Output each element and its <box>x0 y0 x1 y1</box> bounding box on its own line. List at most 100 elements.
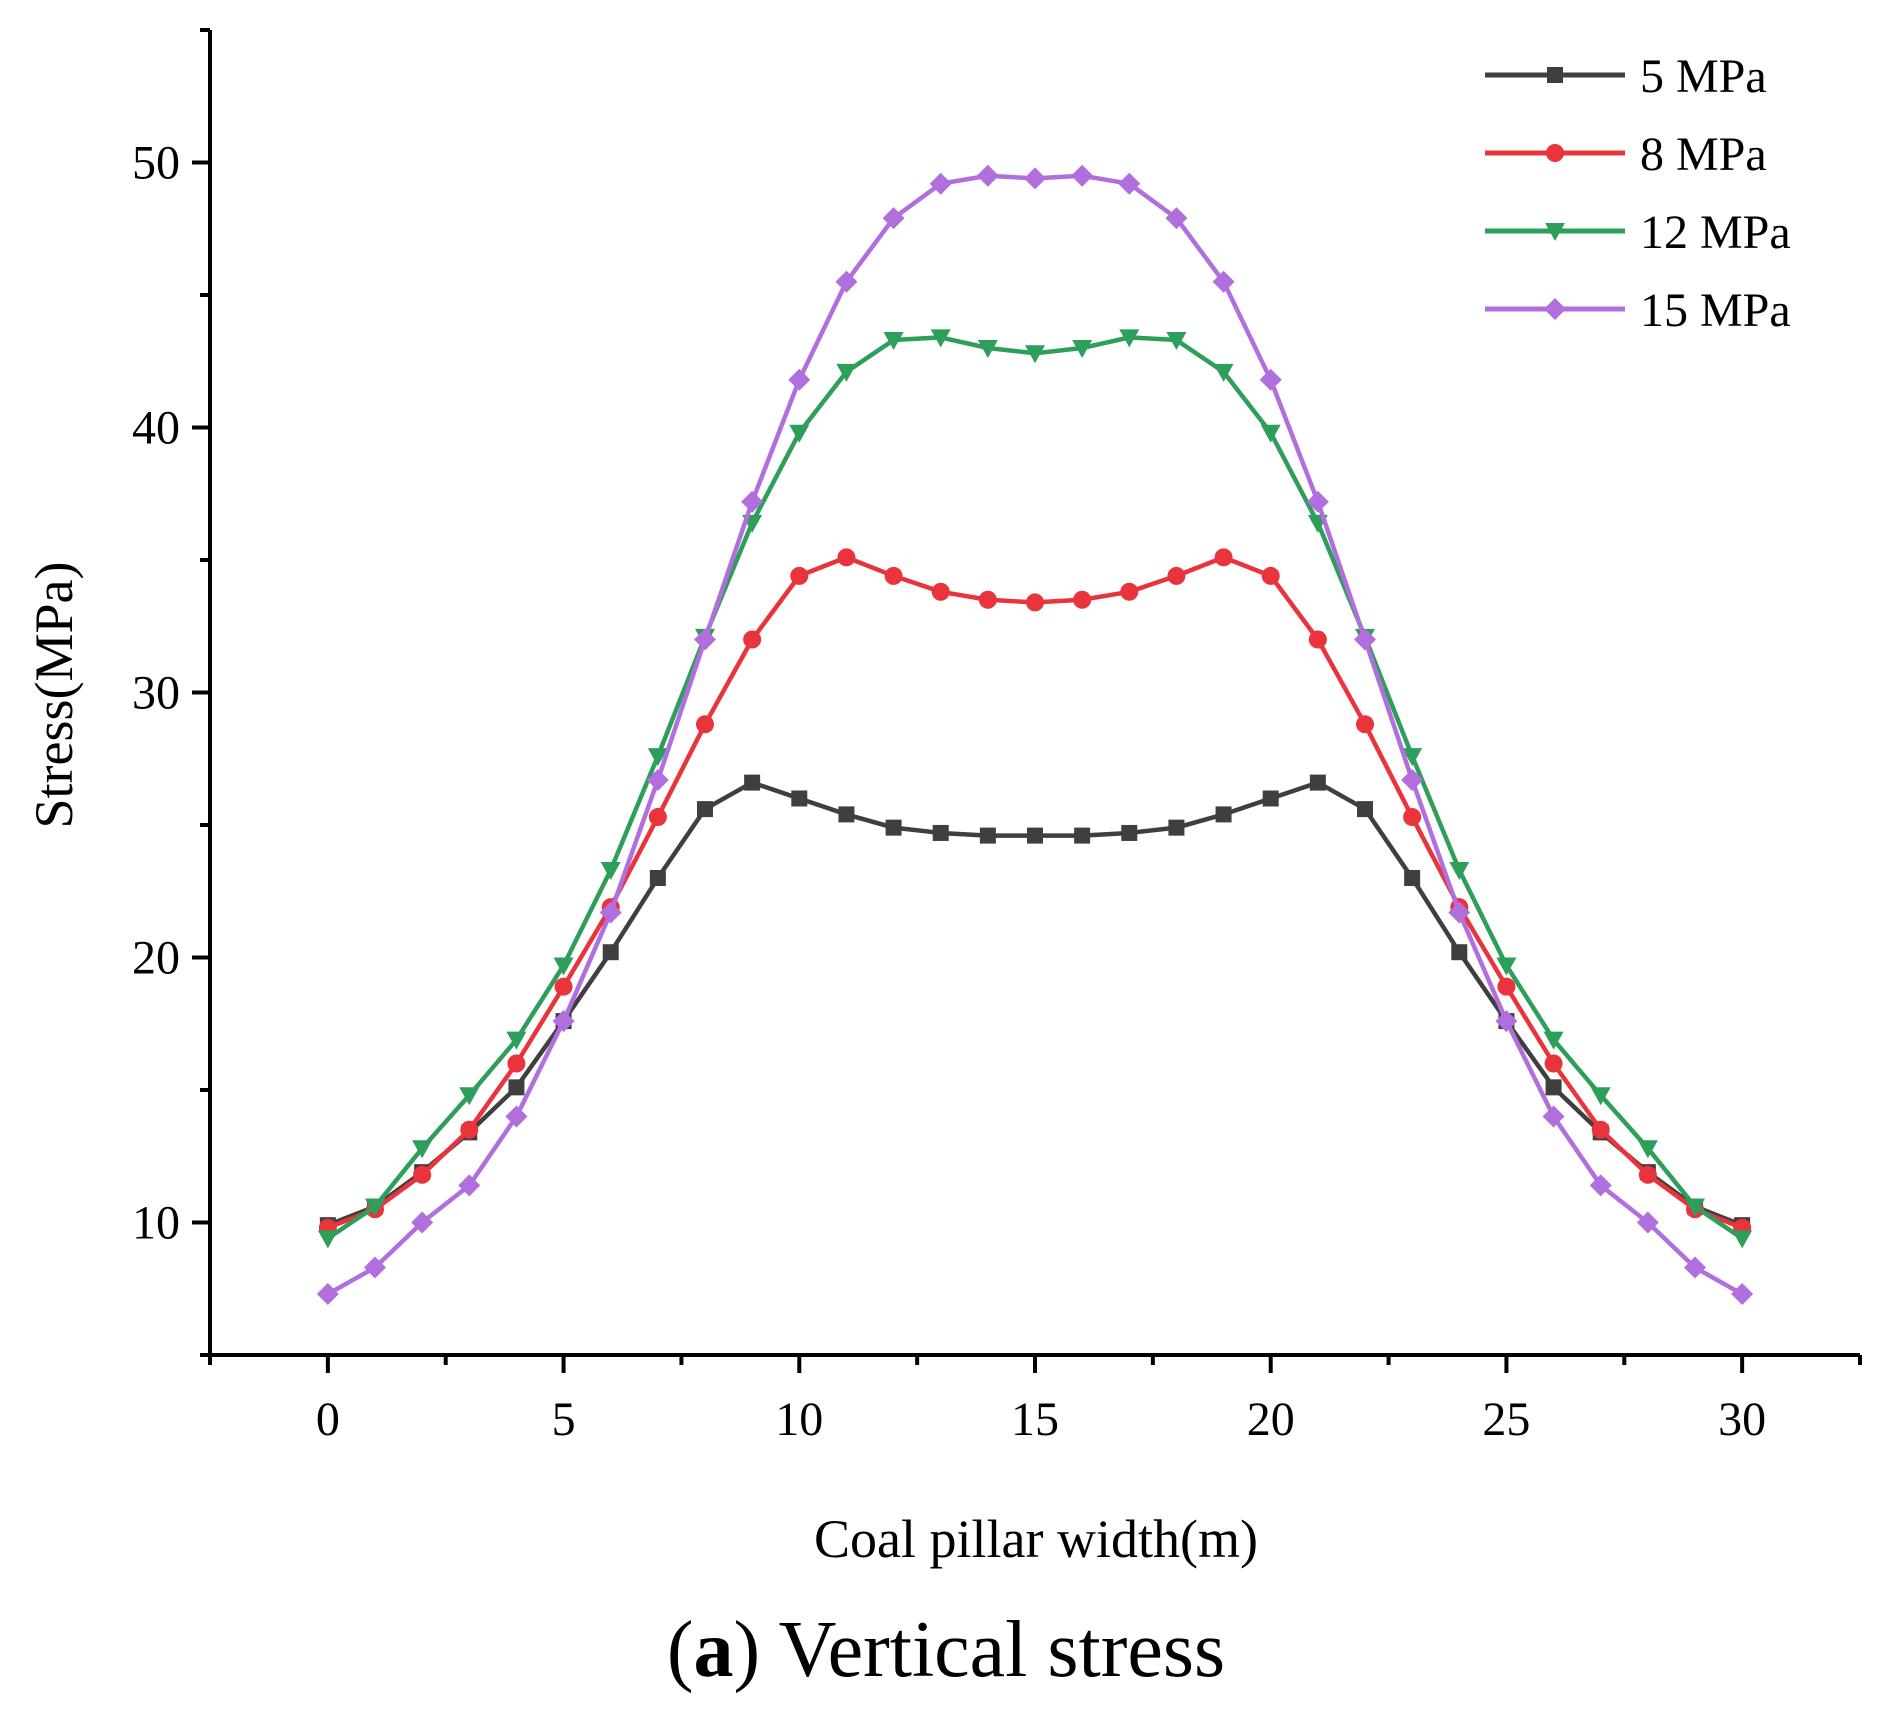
legend-label: 15 MPa <box>1640 284 1791 337</box>
legend-item: 12 MPa <box>1485 206 1791 259</box>
data-point <box>413 1165 432 1184</box>
data-point <box>1024 167 1046 190</box>
data-point <box>1309 774 1326 791</box>
data-point <box>1026 593 1044 612</box>
data-point <box>507 1054 526 1073</box>
data-point <box>1168 819 1185 836</box>
data-point <box>882 207 905 230</box>
data-point <box>1215 806 1232 823</box>
data-point <box>646 768 669 791</box>
data-point <box>505 1105 528 1128</box>
x-tick-label: 10 <box>775 1393 823 1446</box>
data-point <box>1451 944 1468 961</box>
x-axis-title: Coal pillar width(m) <box>814 1509 1258 1569</box>
x-tick-label: 30 <box>1718 1393 1766 1446</box>
axes: 10 20 30 40 50 0 5 10 15 20 25 30 <box>132 28 1862 1446</box>
data-point <box>1071 164 1094 187</box>
data-point <box>599 901 622 924</box>
data-point <box>837 548 856 567</box>
data-point <box>836 363 857 382</box>
legend-label: 12 MPa <box>1640 206 1791 259</box>
data-point <box>1260 424 1281 443</box>
data-point <box>1589 1174 1612 1197</box>
data-point <box>1073 590 1092 609</box>
figure-caption: (a) Vertical stress <box>667 1606 1225 1694</box>
data-point <box>976 164 999 187</box>
data-point <box>1636 1211 1659 1234</box>
data-point <box>1306 490 1329 513</box>
data-point <box>1120 582 1139 601</box>
data-point <box>552 1010 575 1033</box>
data-point <box>1685 1198 1705 1217</box>
data-point <box>885 819 902 836</box>
x-tick-label: 0 <box>316 1393 340 1446</box>
caption-text: Vertical stress <box>779 1606 1226 1694</box>
data-point <box>789 424 810 443</box>
data-point <box>1591 1120 1610 1139</box>
series-5-mpa <box>319 774 1751 1234</box>
legend-item: 8 MPa <box>1485 128 1767 181</box>
y-tick-label: 10 <box>132 1197 180 1250</box>
series-12-mpa <box>317 329 1753 1249</box>
series-8-mpa <box>318 548 1752 1237</box>
data-point <box>316 1283 339 1306</box>
data-point <box>412 1140 433 1159</box>
data-point <box>1072 340 1093 358</box>
data-point <box>1544 1054 1563 1073</box>
data-point <box>1118 172 1141 195</box>
legend-item: 15 MPa <box>1485 284 1791 337</box>
y-tick-label: 50 <box>132 137 180 190</box>
y-tick-label: 40 <box>132 402 180 455</box>
data-point <box>506 1031 527 1050</box>
data-point <box>1590 1087 1611 1106</box>
data-point <box>411 1211 434 1234</box>
data-point <box>931 582 950 601</box>
data-point <box>317 1230 338 1249</box>
data-point <box>1497 977 1516 996</box>
data-point <box>1448 901 1471 924</box>
data-point <box>835 270 858 293</box>
data-point <box>696 715 714 734</box>
data-point <box>1404 870 1421 886</box>
data-point <box>600 862 621 881</box>
data-point <box>554 977 573 996</box>
data-point <box>1308 630 1327 649</box>
data-point <box>743 630 762 649</box>
data-point <box>838 806 855 823</box>
data-point <box>884 566 903 585</box>
data-point <box>1356 715 1374 734</box>
data-point <box>1074 827 1091 844</box>
data-point <box>929 172 952 195</box>
series-line <box>327 555 1743 1230</box>
y-tick-label: 20 <box>132 932 180 985</box>
x-tick-label: 25 <box>1482 1393 1530 1446</box>
data-point <box>1212 270 1235 293</box>
legend-marker <box>1545 223 1565 241</box>
data-point <box>1357 801 1373 818</box>
data-point <box>1165 207 1188 230</box>
data-point <box>508 1079 525 1096</box>
x-tick-label: 15 <box>1011 1393 1059 1446</box>
data-point <box>1262 790 1279 807</box>
data-point <box>1638 1165 1657 1184</box>
legend: 5 MPa 8 MPa 12 MPa 15 MPa <box>1485 50 1791 337</box>
data-point <box>649 870 666 886</box>
data-point <box>977 340 998 358</box>
data-point <box>1025 345 1045 364</box>
data-point <box>1354 628 1376 651</box>
data-point <box>1403 808 1422 827</box>
data-point <box>697 801 713 818</box>
data-point <box>648 808 667 827</box>
data-point <box>1214 548 1233 567</box>
series-line <box>326 173 1744 1297</box>
data-point <box>1637 1140 1658 1159</box>
data-point <box>1731 1283 1754 1306</box>
data-point <box>1545 1079 1562 1096</box>
series-layer <box>316 164 1754 1306</box>
data-point <box>788 368 811 391</box>
legend-marker <box>1547 67 1563 83</box>
data-point <box>744 774 761 791</box>
legend-label: 5 MPa <box>1640 50 1767 103</box>
data-point <box>930 329 951 348</box>
